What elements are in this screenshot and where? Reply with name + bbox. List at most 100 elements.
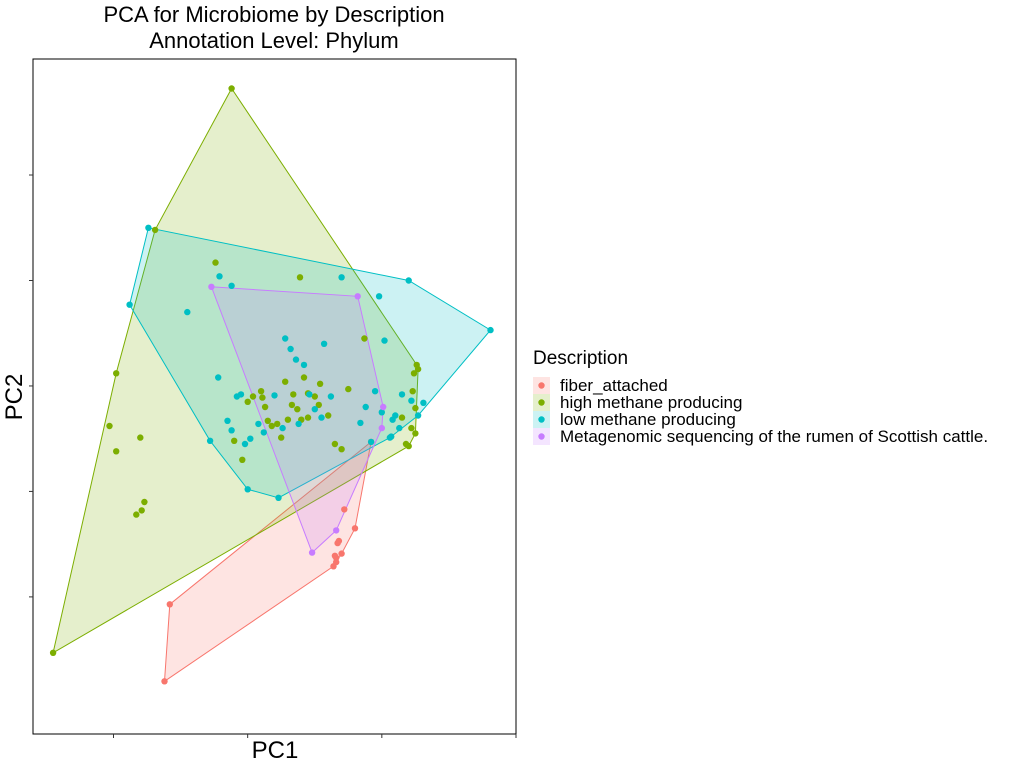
point-layer [49, 85, 494, 685]
point-low-methane-producing-15 [206, 437, 214, 444]
point-low-methane-producing-16 [224, 417, 231, 424]
point-fiber-attached-11 [330, 563, 337, 570]
point-fiber-attached-1 [166, 601, 173, 608]
point-low-methane-producing-2 [244, 486, 251, 493]
point-high-methane-producing-42 [412, 404, 419, 412]
point-high-methane-producing-9 [138, 507, 145, 514]
point-low-methane-producing-29 [371, 388, 379, 395]
point-fiber-attached-2 [351, 525, 359, 532]
point-low-methane-producing-37 [247, 435, 254, 442]
point-low-methane-producing-41 [295, 420, 302, 428]
point-low-methane-producing-35 [375, 293, 383, 300]
point-low-methane-producing-43 [327, 393, 335, 400]
point-high-methane-producing-22 [284, 416, 292, 423]
legend-label-metagenomic-sequencing-of-the-rumen-of-scottish-cattle: Metagenomic sequencing of the rumen of S… [560, 427, 988, 446]
point-low-methane-producing-20 [260, 429, 267, 436]
point-high-methane-producing-28 [311, 393, 318, 400]
point-high-methane-producing-11 [113, 448, 120, 455]
legend-marker-metagenomic-sequencing-of-the-rumen-of-scottish-cattle [538, 433, 545, 440]
point-low-methane-producing-44 [357, 419, 364, 427]
point-low-methane-producing-39 [271, 392, 278, 399]
point-low-methane-producing-23 [292, 356, 300, 363]
point-high-methane-producing-34 [231, 437, 238, 444]
point-low-methane-producing-32 [392, 412, 399, 419]
point-high-methane-producing-8 [141, 498, 148, 506]
point-low-methane-producing-0 [145, 224, 152, 231]
point-high-methane-producing-17 [261, 403, 269, 411]
point-high-methane-producing-5 [296, 274, 304, 281]
point-fiber-attached-6 [334, 539, 341, 547]
point-low-methane-producing-28 [362, 403, 369, 411]
point-low-methane-producing-40 [279, 424, 286, 432]
point-metagenomic-sequencing-of-the-rumen-of-scottish-cattle-5 [308, 549, 316, 556]
legend-marker-fiber-attached [538, 382, 545, 389]
point-high-methane-producing-43 [413, 361, 420, 369]
point-high-methane-producing-13 [106, 422, 113, 430]
point-low-methane-producing-30 [378, 409, 385, 416]
point-metagenomic-sequencing-of-the-rumen-of-scottish-cattle-3 [378, 424, 385, 432]
legend-marker-low-methane-producing [538, 416, 545, 423]
point-high-methane-producing-24 [294, 406, 301, 413]
point-low-methane-producing-11 [228, 282, 235, 289]
hull-layer [52, 87, 492, 683]
legend-label-fiber-attached: fiber_attached [560, 376, 668, 395]
point-high-methane-producing-15 [257, 388, 265, 395]
legend-label-high-methane-producing: high methane producing [560, 393, 742, 412]
legend-marker-high-methane-producing [538, 399, 545, 406]
point-low-methane-producing-21 [282, 335, 289, 342]
point-high-methane-producing-29 [315, 401, 322, 409]
point-high-methane-producing-14 [249, 393, 257, 400]
point-low-methane-producing-26 [311, 406, 318, 413]
point-high-methane-producing-44 [412, 430, 419, 437]
point-low-methane-producing-18 [237, 391, 245, 398]
point-high-methane-producing-31 [331, 440, 339, 448]
point-fiber-attached-0 [161, 678, 168, 685]
point-high-methane-producing-37 [398, 414, 406, 421]
point-high-methane-producing-47 [290, 391, 297, 398]
hull-low-methane-producing [129, 227, 492, 499]
point-metagenomic-sequencing-of-the-rumen-of-scottish-cattle-2 [380, 403, 387, 411]
chart-subtitle: Annotation Level: Phylum [149, 28, 399, 53]
point-high-methane-producing-26 [300, 374, 308, 381]
point-metagenomic-sequencing-of-the-rumen-of-scottish-cattle-1 [354, 293, 361, 300]
point-fiber-attached-7 [338, 550, 345, 557]
point-low-methane-producing-34 [408, 397, 415, 404]
point-low-methane-producing-19 [241, 440, 249, 448]
point-high-methane-producing-33 [244, 398, 251, 405]
point-low-methane-producing-27 [318, 414, 325, 421]
point-high-methane-producing-49 [316, 380, 324, 387]
point-high-methane-producing-45 [402, 440, 410, 448]
tick-layer [29, 174, 517, 738]
point-high-methane-producing-0 [49, 649, 57, 656]
point-low-methane-producing-12 [184, 308, 191, 316]
point-high-methane-producing-4 [212, 259, 219, 266]
point-high-methane-producing-48 [304, 414, 312, 421]
y-axis-label: PC2 [1, 374, 28, 421]
chart-title: PCA for Microbiome by Description [103, 2, 444, 27]
point-high-methane-producing-21 [278, 434, 285, 441]
legend-title: Description [533, 348, 628, 369]
point-high-methane-producing-32 [338, 446, 345, 453]
point-low-methane-producing-6 [487, 326, 494, 334]
x-axis-label: PC1 [252, 737, 299, 764]
point-low-methane-producing-46 [396, 424, 403, 432]
point-low-methane-producing-3 [275, 494, 282, 501]
point-high-methane-producing-7 [137, 434, 144, 441]
point-low-methane-producing-33 [398, 391, 406, 398]
point-low-methane-producing-13 [215, 374, 222, 381]
point-low-methane-producing-17 [228, 427, 235, 434]
legend-label-low-methane-producing: low methane producing [560, 410, 736, 429]
point-high-methane-producing-41 [410, 370, 418, 377]
point-high-methane-producing-23 [288, 401, 296, 409]
point-low-methane-producing-22 [287, 345, 294, 353]
point-low-methane-producing-24 [300, 361, 308, 369]
point-low-methane-producing-7 [414, 412, 422, 419]
point-high-methane-producing-18 [264, 417, 271, 424]
point-low-methane-producing-25 [320, 340, 328, 347]
point-fiber-attached-4 [341, 506, 348, 513]
point-low-methane-producing-8 [405, 277, 412, 284]
point-high-methane-producing-1 [228, 85, 235, 92]
point-low-methane-producing-42 [306, 391, 313, 398]
point-metagenomic-sequencing-of-the-rumen-of-scottish-cattle-4 [333, 527, 340, 534]
